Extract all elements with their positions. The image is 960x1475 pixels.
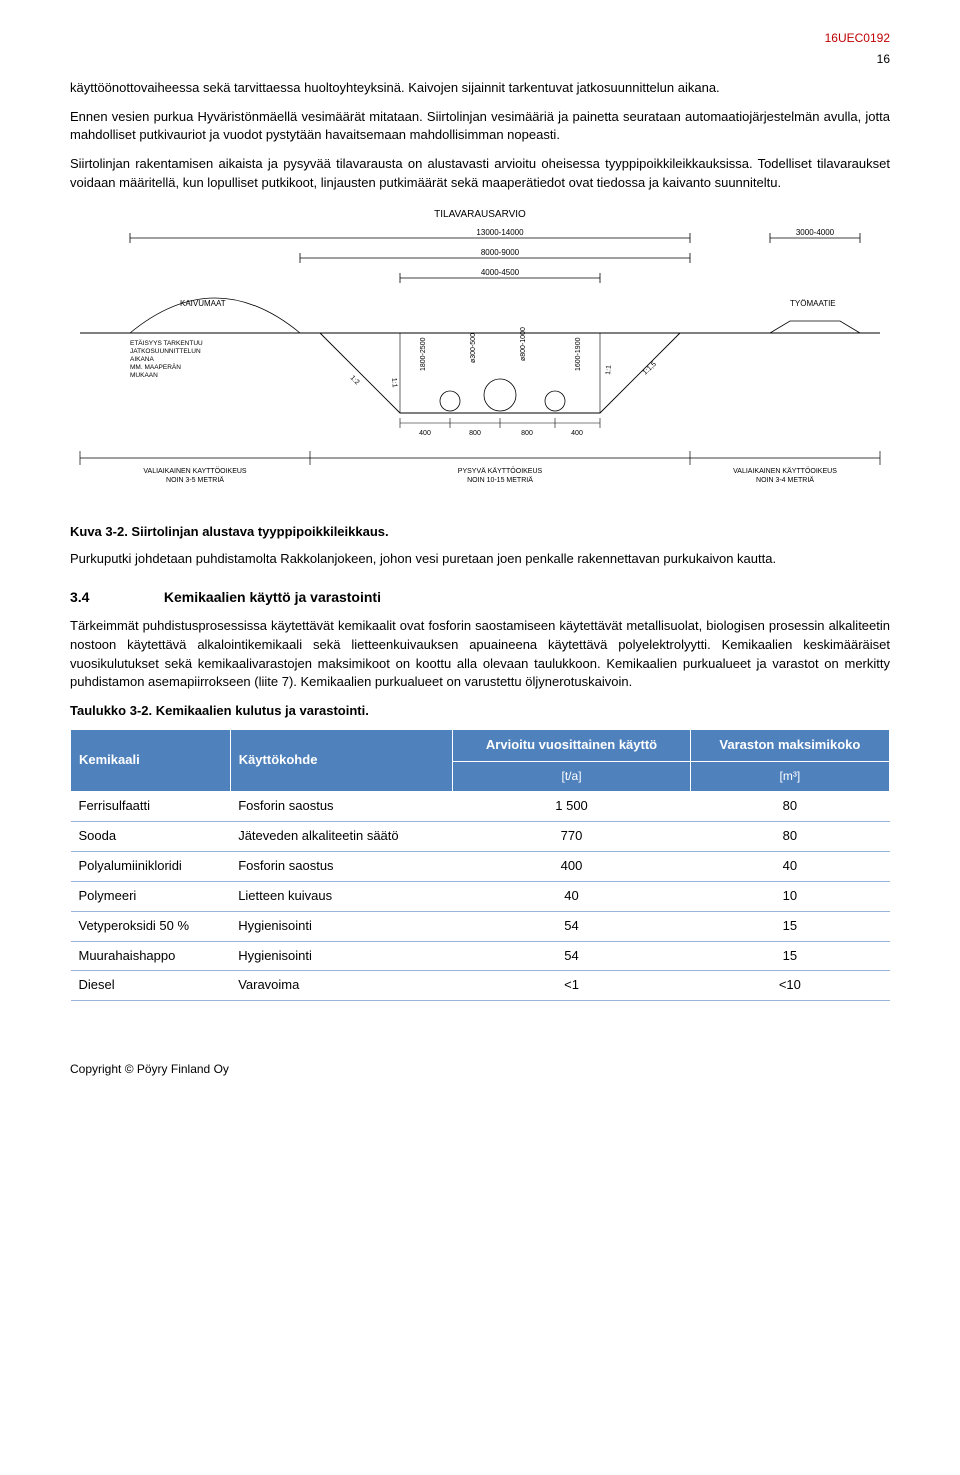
section-title: Kemikaalien käyttö ja varastointi: [164, 589, 381, 605]
slope-1-1b: 1:1: [605, 365, 613, 375]
dim-3000: 3000-4000: [796, 228, 835, 237]
cell: 40: [690, 851, 889, 881]
chemicals-table: Kemikaali Käyttökohde Arvioitu vuosittai…: [70, 729, 890, 1001]
sp-800a: 800: [469, 430, 481, 437]
cell: Sooda: [71, 822, 231, 852]
cell: <10: [690, 971, 889, 1001]
cell: 400: [453, 851, 690, 881]
slope-1-2: 1:2: [349, 374, 361, 386]
svg-text:ETÄISYYS TARKENTUU: ETÄISYYS TARKENTUU: [130, 339, 203, 347]
slope-1-15: 1:1,5: [642, 361, 658, 377]
svg-text:AIKANA: AIKANA: [130, 356, 155, 363]
label-tyomaatie: TYÖMAATIE: [790, 299, 836, 308]
svg-text:MUKAAN: MUKAAN: [130, 372, 158, 379]
cell: Muurahaishappo: [71, 941, 231, 971]
body-paragraph-1: käyttöönottovaiheessa sekä tarvittaessa …: [70, 79, 890, 98]
th-annual: Arvioitu vuosittainen käyttö: [453, 730, 690, 762]
sp-400a: 400: [419, 430, 431, 437]
table-caption: Taulukko 3-2. Kemikaalien kulutus ja var…: [70, 702, 890, 721]
table-body: Ferrisulfaatti Fosforin saostus 1 500 80…: [71, 792, 890, 1001]
svg-text:MM. MAAPERÄN: MM. MAAPERÄN: [130, 363, 181, 371]
cell: 10: [690, 881, 889, 911]
dim-8000: 8000-9000: [481, 248, 520, 257]
body-paragraph-3: Siirtolinjan rakentamisen aikaista ja py…: [70, 155, 890, 193]
cell: 54: [453, 941, 690, 971]
diagram-title: TILAVARAUSARVIO: [434, 209, 526, 220]
label-vali-right: VALIAIKAINEN KÄYTTÖOIKEUSNOIN 3-4 METRIÄ: [733, 467, 837, 484]
cell: Polymeeri: [71, 881, 231, 911]
svg-text:JATKOSUUNNITTELUN: JATKOSUUNNITTELUN: [130, 348, 201, 355]
cell: 40: [453, 881, 690, 911]
body-paragraph-4: Purkuputki johdetaan puhdistamolta Rakko…: [70, 550, 890, 569]
cell: Fosforin saostus: [230, 792, 453, 822]
cell: 80: [690, 792, 889, 822]
table-row: Ferrisulfaatti Fosforin saostus 1 500 80: [71, 792, 890, 822]
cell: Lietteen kuivaus: [230, 881, 453, 911]
cell: Polyalumiinikloridi: [71, 851, 231, 881]
doc-id-header: 16UEC0192: [70, 30, 890, 47]
pipe-800: ø800-1000: [520, 327, 527, 361]
th-unit-m3: [m³]: [690, 761, 889, 791]
label-kaivumaat: KAIVUMAAT: [180, 299, 226, 308]
cell: Ferrisulfaatti: [71, 792, 231, 822]
cell: Diesel: [71, 971, 231, 1001]
table-row: Sooda Jäteveden alkaliteetin säätö 770 8…: [71, 822, 890, 852]
cell: Hygienisointi: [230, 911, 453, 941]
th-unit-ta: [t/a]: [453, 761, 690, 791]
cell: 1 500: [453, 792, 690, 822]
th-storage: Varaston maksimikoko: [690, 730, 889, 762]
cell: Varavoima: [230, 971, 453, 1001]
th-use: Käyttökohde: [230, 730, 453, 792]
sp-400b: 400: [571, 430, 583, 437]
pipe-300: ø300-500: [470, 333, 477, 363]
table-row: Vetyperoksidi 50 % Hygienisointi 54 15: [71, 911, 890, 941]
cell: 770: [453, 822, 690, 852]
dim-4000: 4000-4500: [481, 268, 520, 277]
cell: 80: [690, 822, 889, 852]
sp-800b: 800: [521, 430, 533, 437]
cell: 54: [453, 911, 690, 941]
page-number: 16: [70, 51, 890, 68]
cell: Fosforin saostus: [230, 851, 453, 881]
depth-1800: 1800-2500: [420, 337, 427, 371]
cell: 15: [690, 941, 889, 971]
copyright-footer: Copyright © Pöyry Finland Oy: [70, 1061, 890, 1078]
cross-section-diagram: TILAVARAUSARVIO 13000-14000 3000-4000 80…: [70, 203, 890, 509]
table-row: Polymeeri Lietteen kuivaus 40 10: [71, 881, 890, 911]
etaisyys-note: ETÄISYYS TARKENTUUJATKOSUUNNITTELUNAIKAN…: [130, 339, 203, 379]
cell: <1: [453, 971, 690, 1001]
section-heading: 3.4 Kemikaalien käyttö ja varastointi: [70, 587, 890, 607]
label-vali-left: VALIAIKAINEN KAYTTÖOIKEUSNOIN 3-5 METRIÄ: [143, 467, 247, 484]
cell: Hygienisointi: [230, 941, 453, 971]
cell: Vetyperoksidi 50 %: [71, 911, 231, 941]
slope-1-1a: 1:1: [390, 378, 398, 388]
figure-caption: Kuva 3-2. Siirtolinjan alustava tyyppipo…: [70, 523, 890, 542]
table-row: Polyalumiinikloridi Fosforin saostus 400…: [71, 851, 890, 881]
body-paragraph-2: Ennen vesien purkua Hyväristönmäellä ves…: [70, 108, 890, 146]
depth-1600: 1600-1900: [575, 337, 582, 371]
label-pysyva: PYSYVÄ KÄYTTÖOIKEUSNOIN 10-15 METRIÄ: [458, 467, 543, 484]
th-chemical: Kemikaali: [71, 730, 231, 792]
dim-13000: 13000-14000: [476, 228, 524, 237]
body-paragraph-5: Tärkeimmät puhdistusprosessissa käytettä…: [70, 617, 890, 692]
table-row: Muurahaishappo Hygienisointi 54 15: [71, 941, 890, 971]
table-row: Diesel Varavoima <1 <10: [71, 971, 890, 1001]
cell: 15: [690, 911, 889, 941]
cell: Jäteveden alkaliteetin säätö: [230, 822, 453, 852]
section-number: 3.4: [70, 587, 160, 607]
